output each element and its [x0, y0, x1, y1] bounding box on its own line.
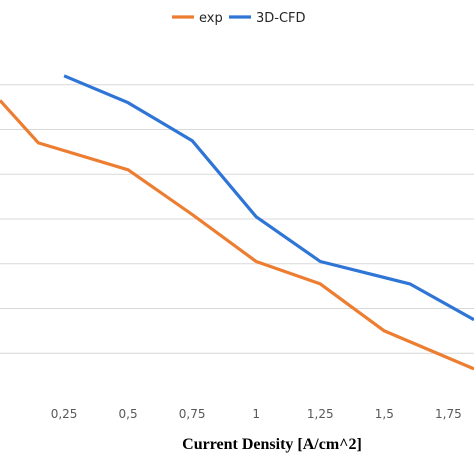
x-tick-label: 1,25 — [307, 407, 334, 421]
legend-label-3D-CFD: 3D-CFD — [256, 11, 306, 26]
x-tick-label: 1,5 — [375, 407, 394, 421]
series-line-exp — [0, 99, 474, 371]
x-axis-title: Current Density [A/cm^2] — [182, 436, 362, 453]
x-tick-label: 0,75 — [179, 407, 206, 421]
series-line-3D-CFD — [63, 74, 474, 322]
x-tick-label: 1,75 — [435, 407, 462, 421]
gridlines — [0, 84, 474, 354]
x-tick-label: 0,5 — [119, 407, 138, 421]
x-tick-labels: 0,25 0,5 0,75 1 1,25 1,5 1,75 — [51, 407, 462, 421]
x-tick-label: 1 — [252, 407, 260, 421]
x-tick-label: 0,25 — [51, 407, 78, 421]
series-lines — [0, 74, 474, 371]
legend-label-exp: exp — [199, 11, 223, 26]
legend: exp 3D-CFD — [172, 11, 306, 26]
